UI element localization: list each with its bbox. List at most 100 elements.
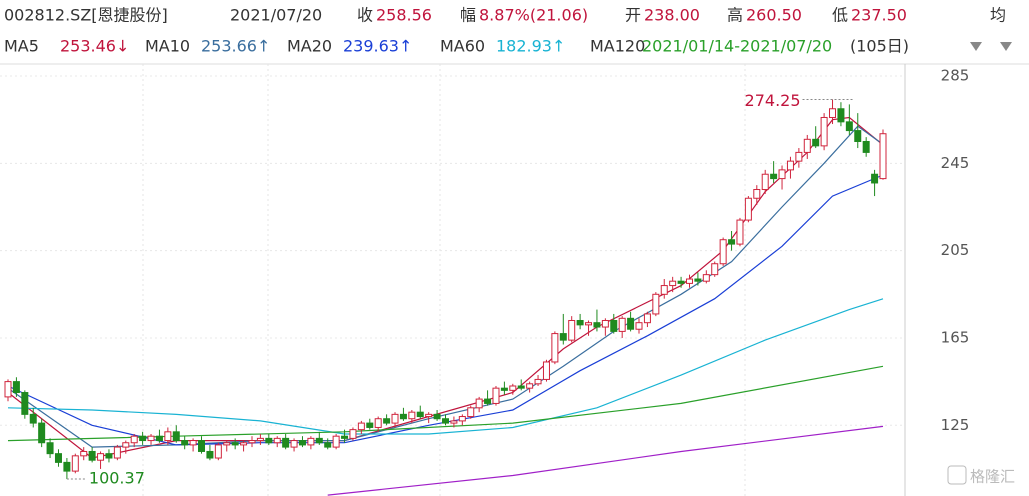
quote-value: 258.56 [376,6,432,25]
candle-body [97,453,105,461]
date: 2021/07/20 [230,6,322,25]
candle-body [113,446,121,459]
ma-line [7,298,884,435]
candle-body [753,189,761,199]
candle-body [332,435,340,448]
candle-body [559,333,567,341]
candle-body [500,387,508,391]
candle-body [643,313,651,324]
period: (105日) [850,37,909,56]
candle-body [854,130,862,142]
candle-body [189,440,197,446]
candle-body [812,138,820,147]
candle-body [601,319,609,328]
candle-body [568,319,576,341]
ma-line [7,116,884,459]
candle-body [845,121,853,132]
candle-body [54,453,62,463]
candle-body [702,274,710,282]
candle-body [492,387,500,404]
dropdown-icon[interactable] [970,42,982,51]
max-label: 274.25 [745,91,801,110]
indicator-name: MA10 [145,37,190,56]
candle-body [778,169,786,180]
candle-body [509,385,517,391]
quote-value: 260.50 [746,6,802,25]
candle-body [467,407,475,418]
indicator-name: MA60 [440,37,485,56]
indicator-name: MA5 [4,37,39,56]
y-tick-label: 285 [941,67,970,85]
logo [947,465,967,485]
candle-body [475,398,483,409]
candle-body [728,239,736,245]
quote-label: 收 [357,6,373,25]
indicator-value: 253.46↓ [60,37,129,56]
candle-body [374,418,382,428]
candle-body [803,138,811,153]
candle-body [450,420,458,424]
candle-body [526,383,534,389]
candle-body [635,322,643,330]
candle-body [669,280,677,287]
candle-body [71,455,79,472]
candle-body [324,442,332,448]
ma-line [7,174,884,446]
candle-body [315,437,323,444]
candle-body [551,333,559,363]
quote-value: 237.50 [851,6,907,25]
candle-body [172,431,180,442]
candle-body [273,437,281,444]
candle-body [862,140,870,153]
candle-body [408,411,416,420]
candle-body [829,108,837,118]
quote-label: 均 [990,6,1006,25]
indicator-name: MA120 [590,37,645,56]
quote-value: 8.87%(21.06) [479,6,588,25]
candle-body [307,437,315,446]
candle-body [786,160,794,171]
y-tick-label: 165 [941,328,970,346]
y-tick-label: 125 [941,416,970,434]
candle-body [652,293,660,315]
candle-body [206,450,214,459]
candle-body [4,381,12,398]
candle-body [38,422,46,444]
candle-body [871,173,879,184]
candle-body [610,319,618,332]
candle-body [719,239,727,265]
candle-body [256,437,264,442]
candle-body [223,442,231,446]
ma-line [327,425,884,496]
candle-body [399,413,407,420]
candle-body [660,285,668,295]
candle-body [63,461,71,472]
candle-body [357,422,365,431]
candle-body [711,263,719,276]
candle-body [155,435,163,442]
candle-body [88,450,96,461]
candle-body [164,431,172,442]
quote-value: 238.00 [644,6,700,25]
candle-body [433,413,441,420]
quote-label: 幅 [460,6,476,25]
candle-body [366,422,374,428]
candle-body [80,450,88,457]
candle-body [214,444,222,459]
candle-body [341,435,349,439]
candle-body [391,413,399,424]
dropdown-icon[interactable] [1000,42,1012,51]
candle-body [46,442,54,455]
candle-body [770,173,778,180]
candle-body [736,219,744,245]
candle-body [534,378,542,385]
candle-body [744,197,752,221]
candle-body [795,151,803,162]
candle-body [593,322,601,328]
candle-body [265,437,273,444]
candle-body [458,416,466,422]
candle-body [517,385,525,389]
indicator-value: 239.63↑ [343,37,412,56]
